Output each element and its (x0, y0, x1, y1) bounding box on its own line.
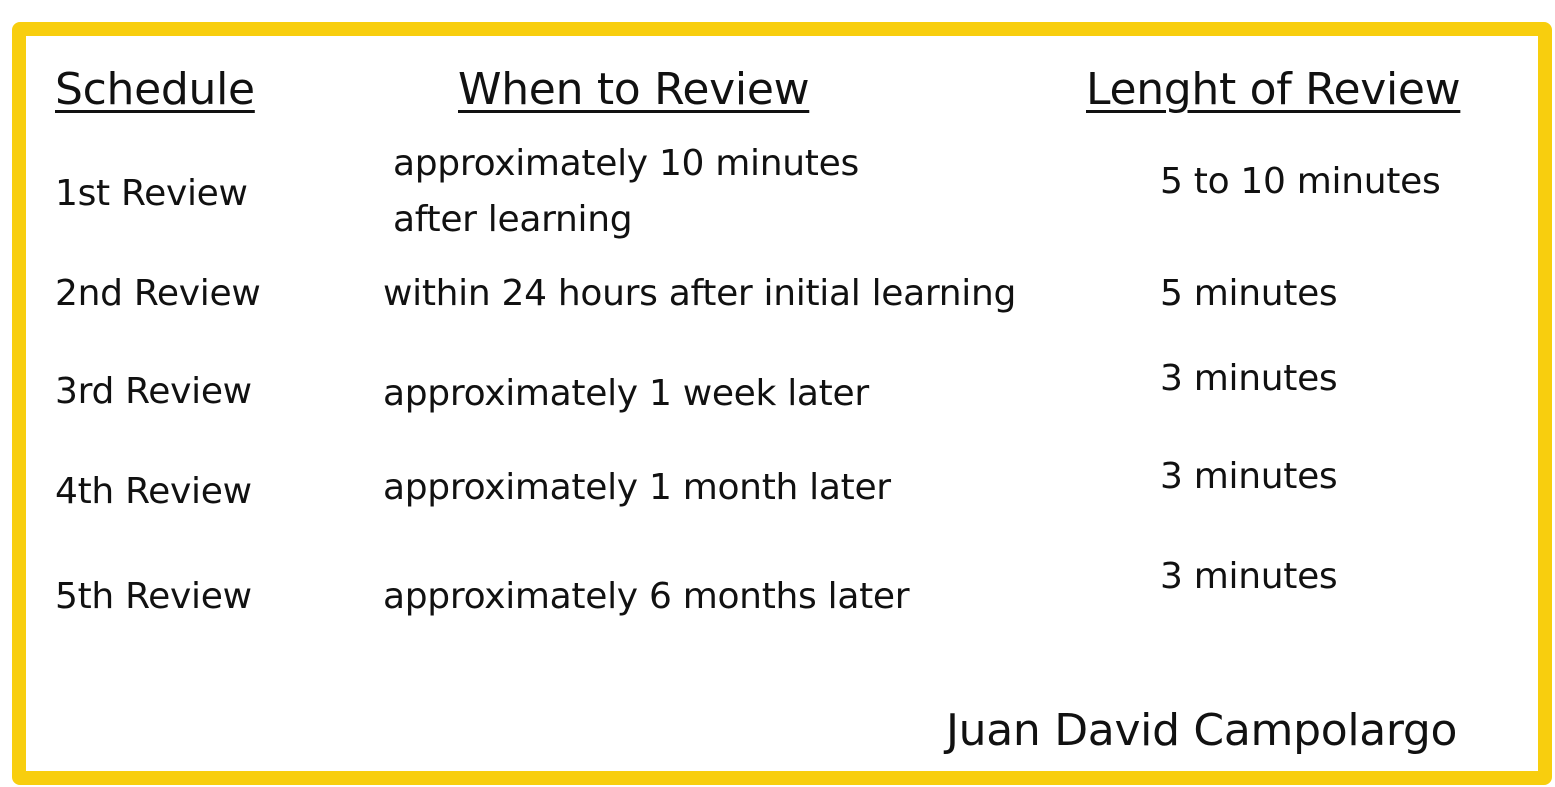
row-5-length: 3 minutes (1160, 556, 1338, 597)
row-2-schedule: 2nd Review (55, 273, 261, 314)
row-3-schedule: 3rd Review (55, 371, 252, 412)
row-2-when: within 24 hours after initial learning (383, 273, 1017, 314)
header-schedule: Schedule (55, 64, 255, 115)
row-1-length: 5 to 10 minutes (1160, 161, 1441, 202)
row-1-when-line-1: approximately 10 minutes (393, 143, 859, 184)
row-5-when: approximately 6 months later (383, 576, 910, 617)
author-signature: Juan David Campolargo (946, 705, 1458, 756)
header-when-to-review: When to Review (458, 64, 810, 115)
row-5-schedule: 5th Review (55, 576, 252, 617)
row-3-when: approximately 1 week later (383, 373, 869, 414)
row-2-length: 5 minutes (1160, 273, 1338, 314)
row-4-schedule: 4th Review (55, 471, 252, 512)
row-1-when-line-2: after learning (393, 199, 633, 240)
review-schedule-card (12, 22, 1552, 785)
row-4-when: approximately 1 month later (383, 467, 891, 508)
row-3-length: 3 minutes (1160, 358, 1338, 399)
header-length-of-review: Lenght of Review (1086, 64, 1461, 115)
row-1-schedule: 1st Review (55, 173, 248, 214)
row-4-length: 3 minutes (1160, 456, 1338, 497)
